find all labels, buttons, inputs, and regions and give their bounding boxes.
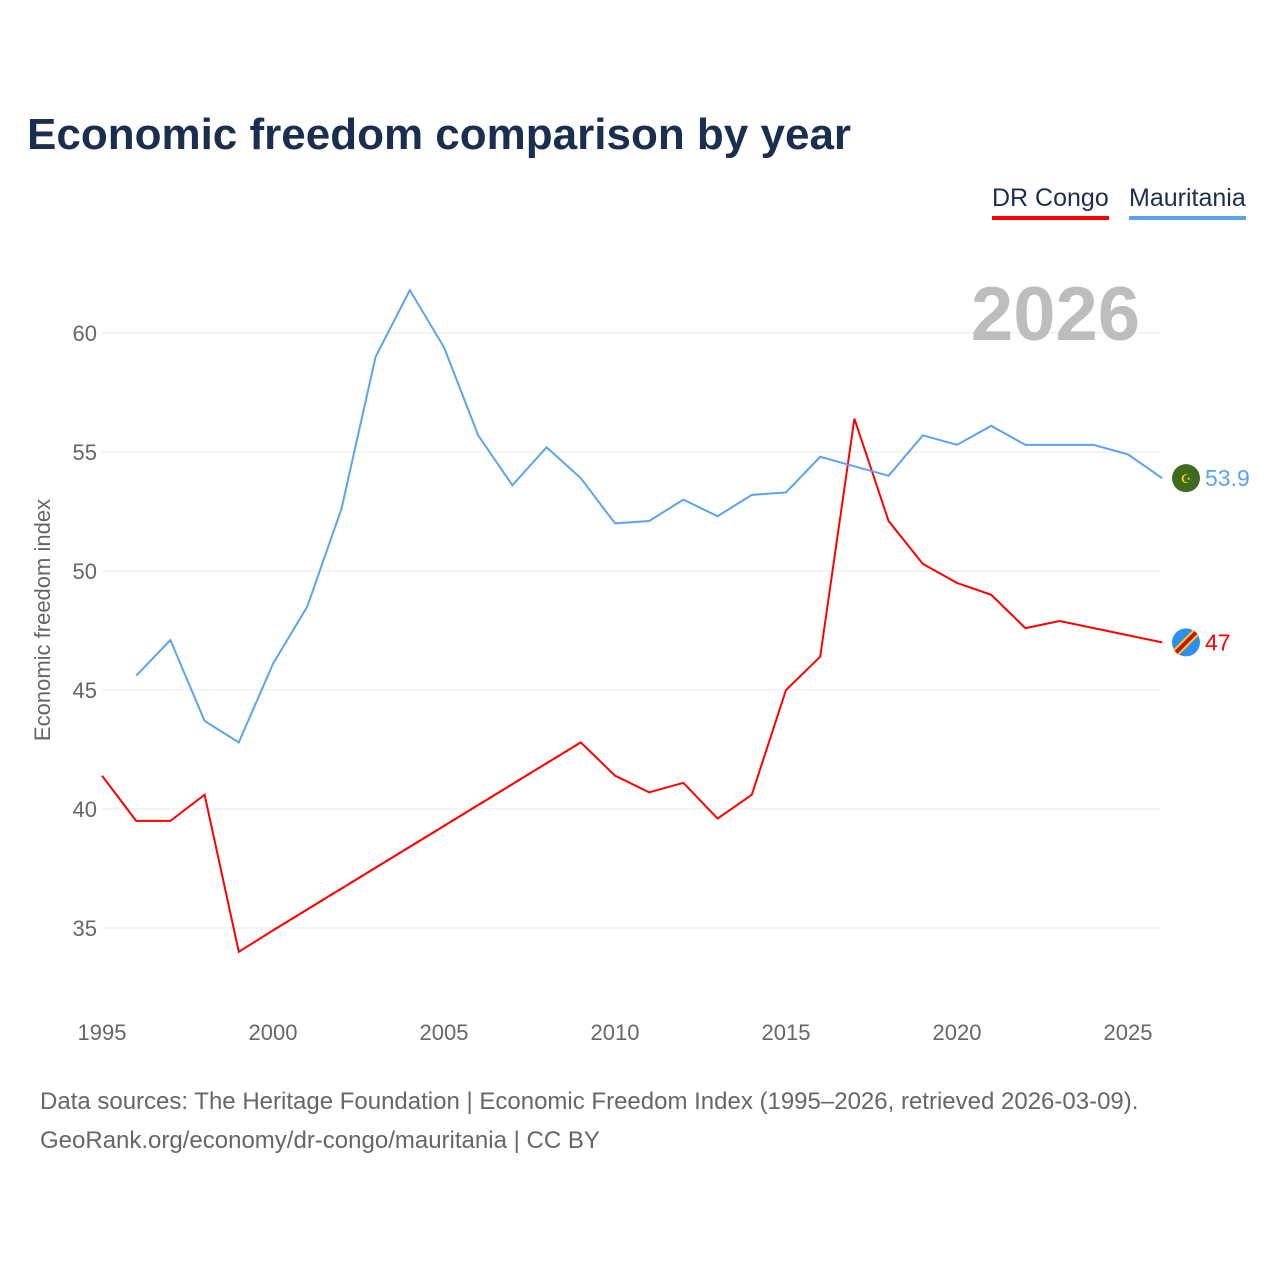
data-point xyxy=(1091,625,1097,631)
x-tick-label: 2015 xyxy=(762,1020,811,1045)
data-point xyxy=(236,949,242,955)
data-point xyxy=(783,489,789,495)
data-point xyxy=(1022,625,1028,631)
footer-link[interactable]: GeoRank.org/economy/dr-congo/mauritania … xyxy=(40,1127,600,1154)
data-point xyxy=(954,580,960,586)
data-point xyxy=(783,687,789,693)
data-point xyxy=(133,818,139,824)
data-point xyxy=(988,423,994,429)
data-point xyxy=(646,518,652,524)
y-tick-label: 35 xyxy=(73,916,97,941)
data-point xyxy=(749,492,755,498)
legend-mauritania[interactable]: Mauritania xyxy=(1129,184,1246,220)
data-point xyxy=(270,661,276,667)
data-point xyxy=(1159,475,1165,481)
end-value-label: 53.9 xyxy=(1205,465,1250,491)
dr-congo-flag-icon xyxy=(1172,628,1200,657)
data-point xyxy=(954,442,960,448)
data-point xyxy=(886,518,892,524)
legend-dr-congo[interactable]: DR Congo xyxy=(992,184,1109,220)
x-tick-label: 2010 xyxy=(591,1020,640,1045)
data-point xyxy=(680,780,686,786)
y-tick-label: 55 xyxy=(73,440,97,465)
year-watermark: 2026 xyxy=(971,272,1140,357)
data-point xyxy=(167,818,173,824)
x-tick-label: 1995 xyxy=(78,1020,127,1045)
data-point xyxy=(920,561,926,567)
series-gap-dashed-line xyxy=(272,741,582,932)
series-line-dr-congo xyxy=(272,418,1163,932)
data-point xyxy=(612,773,618,779)
x-tick-label: 2025 xyxy=(1104,1020,1153,1045)
data-point xyxy=(817,654,823,660)
svg-text:☪: ☪ xyxy=(1181,472,1192,486)
data-point xyxy=(441,344,447,350)
data-point xyxy=(988,592,994,598)
x-tick-label: 2005 xyxy=(420,1020,469,1045)
data-point xyxy=(1159,639,1165,645)
data-point xyxy=(373,354,379,360)
y-tick-label: 60 xyxy=(73,321,97,346)
data-point xyxy=(475,432,481,438)
data-point xyxy=(1125,632,1131,638)
data-point xyxy=(99,773,105,779)
series-line-dr-congo xyxy=(101,775,274,954)
x-tick-label: 2000 xyxy=(249,1020,298,1045)
data-point xyxy=(715,816,721,822)
x-tick-label: 2020 xyxy=(933,1020,982,1045)
data-point xyxy=(304,604,310,610)
data-point xyxy=(167,637,173,643)
mauritania-flag-icon: ☪ xyxy=(1172,464,1200,493)
data-point xyxy=(851,416,857,422)
data-point xyxy=(544,444,550,450)
data-point xyxy=(202,718,208,724)
data-point xyxy=(920,432,926,438)
data-point xyxy=(680,497,686,503)
data-point xyxy=(338,506,344,512)
series-line-mauritania xyxy=(135,288,1163,744)
y-tick-label: 40 xyxy=(73,797,97,822)
data-point xyxy=(270,927,276,933)
data-point xyxy=(236,739,242,745)
end-value-label: 47 xyxy=(1205,629,1231,655)
data-point xyxy=(851,463,857,469)
data-point xyxy=(407,287,413,293)
data-point xyxy=(1057,618,1063,624)
data-point xyxy=(578,739,584,745)
data-point xyxy=(612,520,618,526)
data-point xyxy=(1091,442,1097,448)
data-point xyxy=(1022,442,1028,448)
data-point xyxy=(715,513,721,519)
chart-title: Economic freedom comparison by year xyxy=(27,110,852,159)
data-point xyxy=(1125,451,1131,457)
data-point xyxy=(749,792,755,798)
y-axis-label: Economic freedom index xyxy=(30,499,55,741)
footer-sources: Data sources: The Heritage Foundation | … xyxy=(40,1088,1139,1115)
data-point xyxy=(578,475,584,481)
data-point xyxy=(817,454,823,460)
data-point xyxy=(509,482,515,488)
data-point xyxy=(133,673,139,679)
data-point xyxy=(646,789,652,795)
y-tick-label: 50 xyxy=(73,559,97,584)
data-point xyxy=(1057,442,1063,448)
y-tick-label: 45 xyxy=(73,678,97,703)
data-point xyxy=(886,473,892,479)
data-point xyxy=(202,792,208,798)
